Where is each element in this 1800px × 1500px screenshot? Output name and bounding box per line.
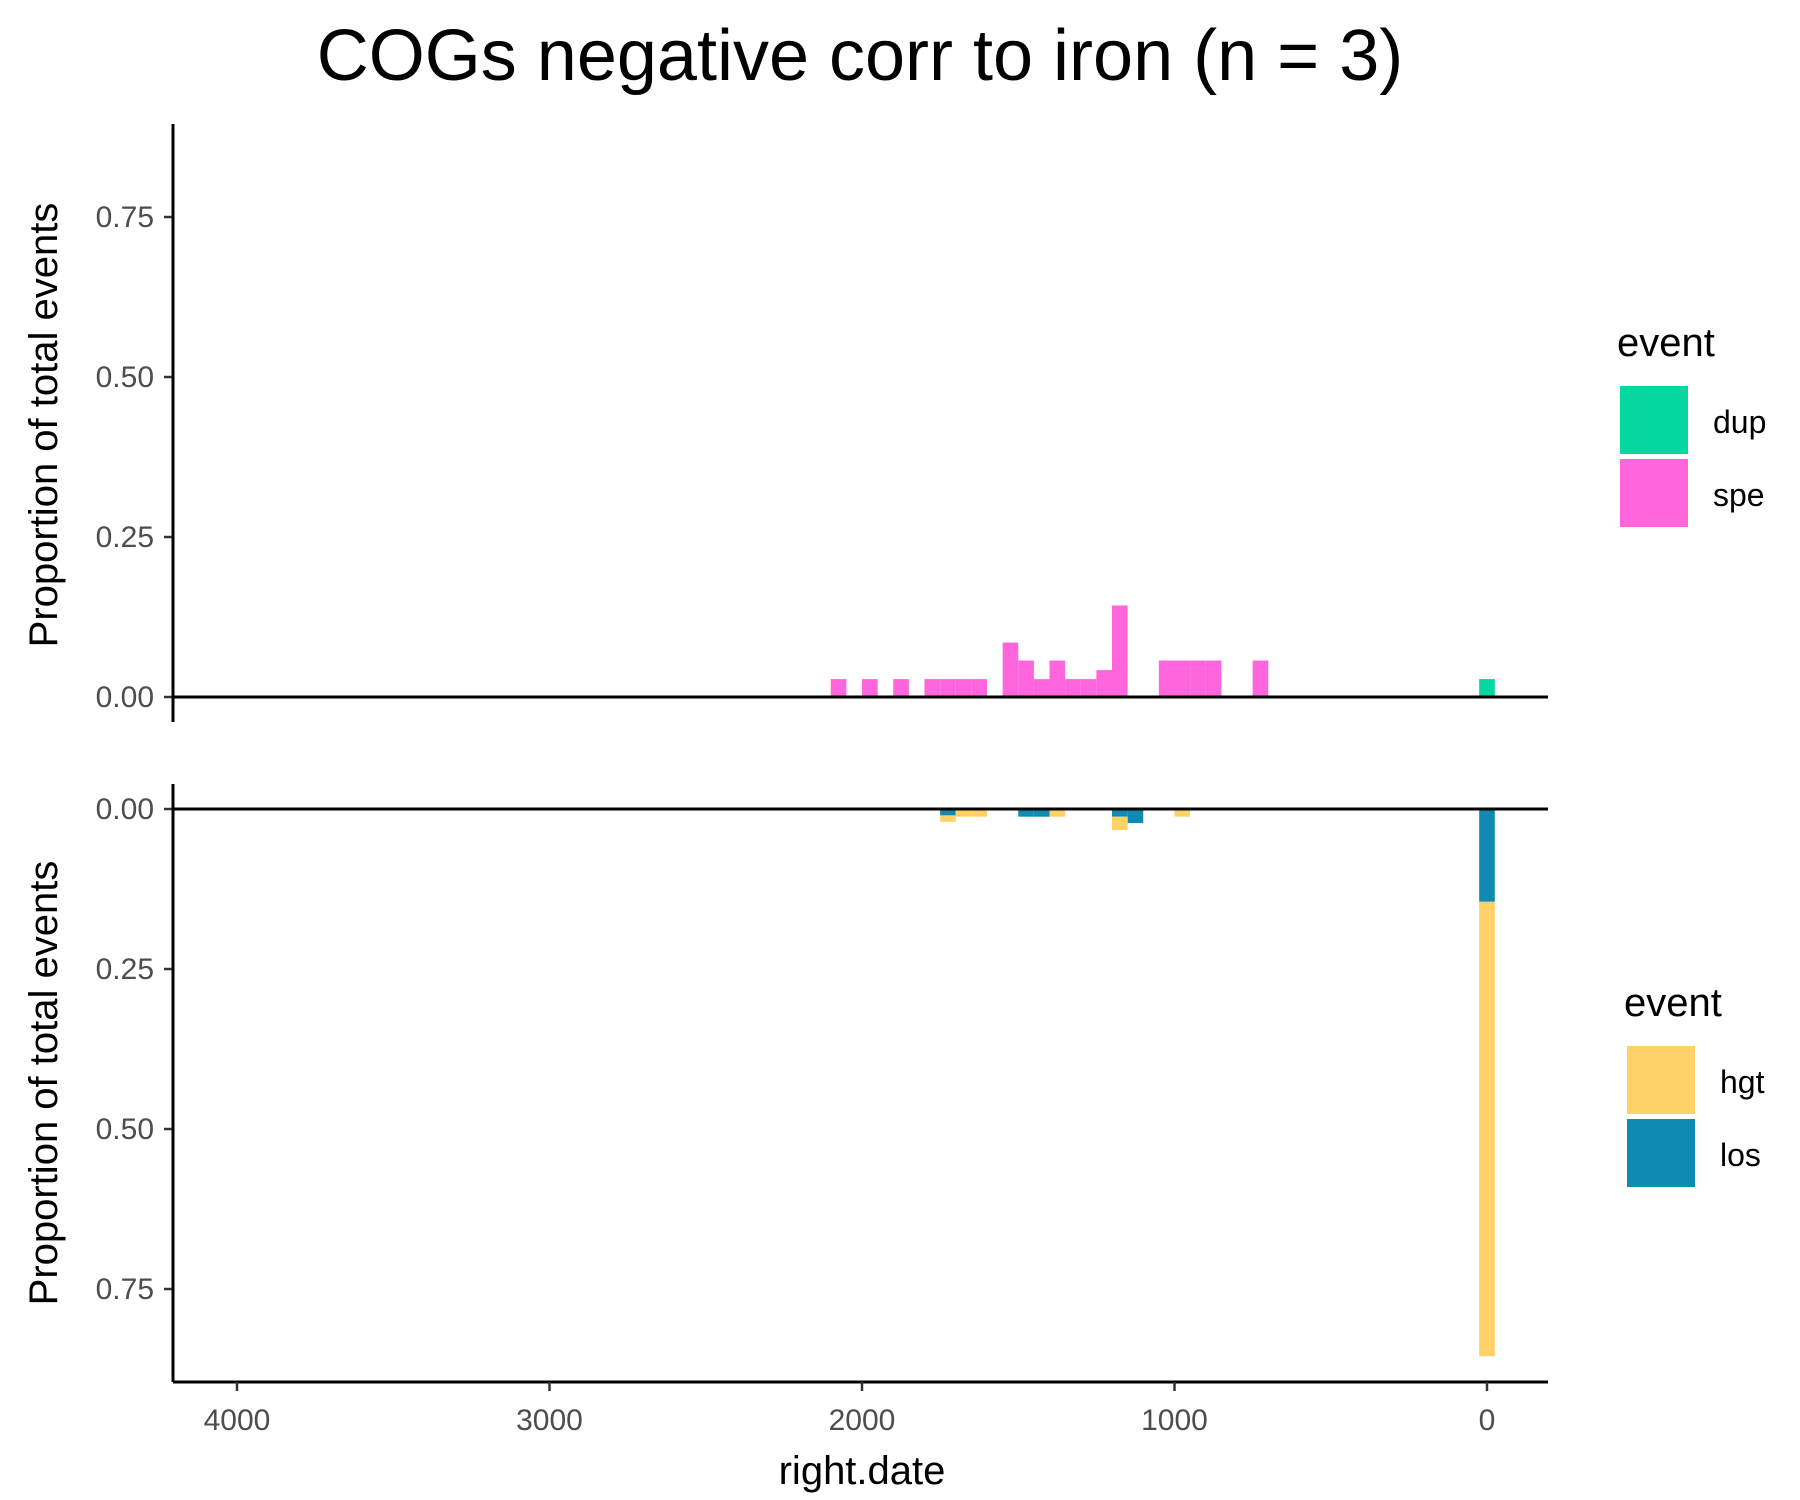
y-tick-label: 0.00	[96, 681, 154, 714]
bar-hgt	[971, 809, 987, 817]
bottom-panel-bars	[940, 809, 1495, 1357]
x-tick-label: 3000	[516, 1404, 583, 1437]
legend-label-spe: spe	[1713, 477, 1765, 513]
bar-los	[1112, 809, 1128, 817]
x-tick-label: 4000	[204, 1404, 271, 1437]
bar-spe	[924, 679, 941, 697]
legend-label-hgt: hgt	[1720, 1064, 1765, 1100]
y-tick-label: 0.50	[96, 361, 154, 394]
chart-title: COGs negative corr to iron (n = 3)	[317, 16, 1403, 96]
bar-spe	[862, 679, 878, 697]
bar-hgt	[1479, 901, 1495, 1357]
x-tick-label: 1000	[1141, 1404, 1208, 1437]
top-panel-bars	[830, 605, 1495, 697]
bottom-legend: event hgt los	[1624, 981, 1765, 1187]
bar-los	[1018, 809, 1034, 817]
top-legend-title: event	[1617, 321, 1715, 365]
top-y-axis: 0.00 0.25 0.50 0.75	[96, 201, 173, 714]
bar-hgt	[940, 815, 956, 822]
top-legend: event dup spe	[1617, 321, 1766, 527]
bottom-legend-title: event	[1624, 981, 1722, 1025]
y-tick-label: 0.75	[96, 201, 154, 234]
bar-spe	[1049, 660, 1066, 697]
bar-spe	[1252, 660, 1269, 697]
bottom-panel: Proportion of total events 0.000.250.500…	[22, 784, 1765, 1384]
bar-spe	[1205, 660, 1222, 697]
x-tick-label: 2000	[829, 1404, 896, 1437]
legend-swatch-dup	[1620, 386, 1688, 454]
bar-los	[1479, 809, 1495, 902]
bar-spe	[893, 679, 909, 697]
legend-swatch-hgt	[1627, 1046, 1695, 1114]
x-axis-title: right.date	[779, 1449, 946, 1493]
legend-swatch-los	[1627, 1119, 1695, 1187]
x-axis: 4000 3000 2000 1000 0	[204, 1382, 1496, 1437]
y-tick-label: 0.75	[96, 1273, 154, 1306]
bar-spe	[1158, 660, 1175, 697]
legend-label-los: los	[1720, 1137, 1761, 1173]
legend-label-dup: dup	[1713, 404, 1766, 440]
bar-hgt	[1049, 809, 1066, 817]
bar-spe	[830, 679, 847, 697]
bottom-y-axis-title: Proportion of total events	[22, 861, 66, 1306]
bottom-y-axis: 0.00 0.25 0.50 0.75	[96, 793, 173, 1306]
bar-dup	[1479, 679, 1495, 697]
bar-spe	[1190, 660, 1206, 697]
bar-spe	[1033, 679, 1050, 697]
bar-spe	[971, 679, 987, 697]
bar-spe	[940, 679, 956, 697]
bar-hgt	[1174, 809, 1191, 817]
bar-los	[1127, 809, 1144, 824]
bar-los	[940, 809, 956, 816]
bar-spe	[1002, 642, 1019, 697]
bar-spe	[1018, 660, 1034, 697]
bar-spe	[1080, 679, 1097, 697]
bar-spe	[955, 679, 972, 697]
legend-swatch-spe	[1620, 459, 1688, 527]
y-tick-label: 0.00	[96, 793, 154, 826]
bar-hgt	[955, 809, 972, 817]
bar-spe	[1096, 670, 1112, 697]
bar-spe	[1174, 660, 1191, 697]
y-tick-label: 0.25	[96, 521, 154, 554]
top-panel: Proportion of total events 0.000.250.500…	[22, 124, 1766, 722]
bar-spe	[1112, 605, 1128, 697]
y-tick-label: 0.25	[96, 953, 154, 986]
x-tick-label: 0	[1479, 1404, 1496, 1437]
bar-los	[1033, 809, 1050, 817]
bar-hgt	[1112, 816, 1128, 831]
top-y-axis-title: Proportion of total events	[22, 203, 66, 648]
bar-spe	[1065, 679, 1081, 697]
y-tick-label: 0.50	[96, 1113, 154, 1146]
